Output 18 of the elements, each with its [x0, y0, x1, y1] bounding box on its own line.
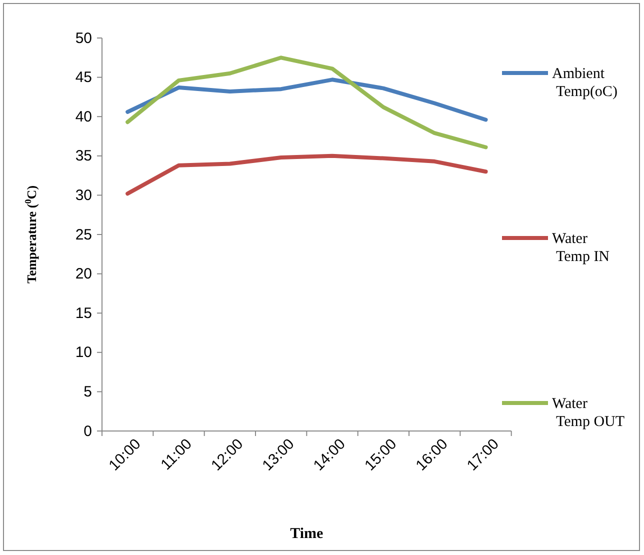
y-tick-label: 5 [84, 384, 92, 400]
y-tick-label: 40 [75, 108, 92, 126]
y-tick-label: 0 [84, 422, 92, 440]
y-tick-label: 35 [75, 148, 92, 165]
y-tick-label: 15 [75, 304, 92, 322]
legend-label: Water Temp OUT [552, 396, 625, 430]
legend-label: Ambient Temp(oC) [552, 66, 618, 100]
y-tick-label: 45 [75, 69, 92, 86]
y-tick-label: 30 [75, 187, 92, 204]
y-tick-label: 20 [75, 266, 92, 283]
y-tick-label: 10 [75, 344, 92, 362]
line-series [126, 56, 488, 150]
legend-label: Water Temp IN [552, 231, 610, 265]
line-series [126, 78, 488, 122]
x-axis-title: Time [290, 526, 324, 542]
y-tick-label: 50 [75, 30, 92, 47]
line-series [126, 154, 488, 196]
y-tick-label: 25 [75, 226, 92, 244]
